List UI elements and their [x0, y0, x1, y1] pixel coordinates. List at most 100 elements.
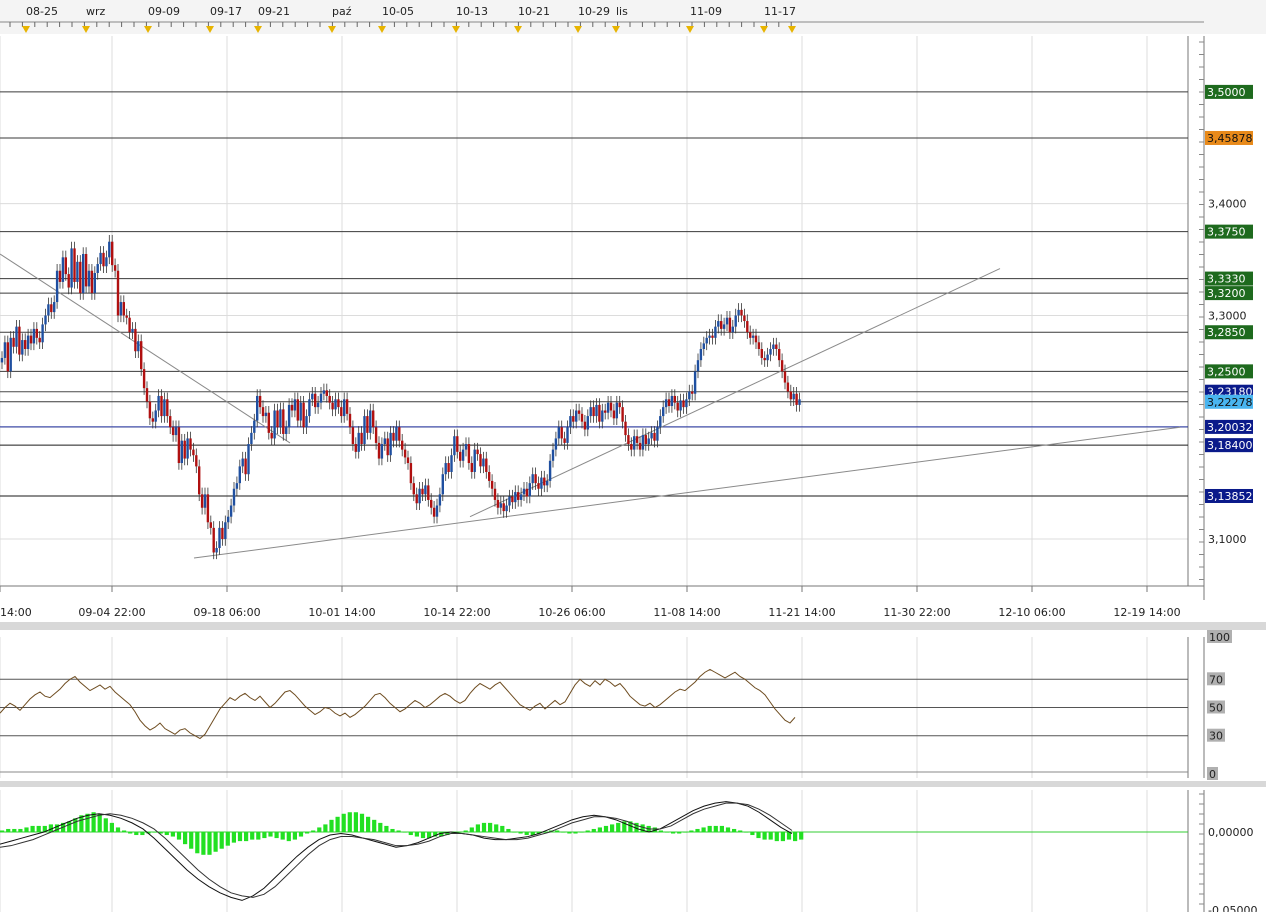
- candle[interactable]: [751, 328, 755, 345]
- candle[interactable]: [667, 392, 671, 413]
- candle[interactable]: [258, 389, 262, 414]
- candle[interactable]: [316, 395, 320, 414]
- candle[interactable]: [267, 406, 270, 440]
- candle[interactable]: [192, 442, 195, 462]
- candle[interactable]: [470, 456, 473, 479]
- candle[interactable]: [340, 400, 343, 423]
- candle[interactable]: [32, 322, 36, 351]
- candle[interactable]: [314, 387, 317, 414]
- candle[interactable]: [644, 428, 647, 451]
- candle[interactable]: [792, 387, 795, 407]
- candle[interactable]: [137, 334, 140, 358]
- candle[interactable]: [537, 476, 540, 496]
- candle[interactable]: [41, 317, 44, 350]
- candle[interactable]: [180, 433, 183, 470]
- candle[interactable]: [566, 420, 569, 450]
- candle[interactable]: [224, 515, 227, 546]
- candle[interactable]: [543, 470, 546, 493]
- candle[interactable]: [473, 442, 476, 479]
- candle[interactable]: [44, 308, 47, 332]
- candle[interactable]: [780, 353, 784, 379]
- candle[interactable]: [229, 498, 233, 524]
- candle[interactable]: [517, 485, 520, 507]
- candle[interactable]: [604, 403, 607, 420]
- candle[interactable]: [47, 297, 50, 323]
- candle[interactable]: [702, 336, 705, 356]
- candle[interactable]: [409, 456, 413, 490]
- candle[interactable]: [357, 426, 360, 459]
- candle[interactable]: [218, 521, 221, 555]
- candle[interactable]: [676, 395, 679, 418]
- candle[interactable]: [50, 297, 53, 319]
- candle[interactable]: [232, 482, 236, 513]
- trendline[interactable]: [193, 426, 1181, 559]
- candle[interactable]: [688, 384, 691, 407]
- candle[interactable]: [453, 429, 456, 462]
- candle[interactable]: [293, 392, 297, 418]
- candle[interactable]: [577, 403, 581, 421]
- candle[interactable]: [435, 498, 439, 524]
- candle[interactable]: [424, 478, 427, 502]
- candle[interactable]: [572, 409, 575, 429]
- candle[interactable]: [61, 250, 65, 289]
- candle[interactable]: [775, 337, 778, 356]
- candle[interactable]: [403, 442, 407, 465]
- trendline[interactable]: [0, 253, 291, 444]
- candle[interactable]: [493, 482, 497, 507]
- candle[interactable]: [12, 331, 15, 354]
- candle[interactable]: [360, 426, 363, 451]
- candle[interactable]: [653, 426, 656, 448]
- candle[interactable]: [476, 442, 479, 461]
- candle[interactable]: [256, 389, 259, 428]
- candle[interactable]: [209, 515, 212, 535]
- candle[interactable]: [119, 295, 123, 323]
- candle[interactable]: [624, 414, 627, 442]
- candle[interactable]: [519, 487, 523, 507]
- candle[interactable]: [174, 420, 178, 442]
- candle[interactable]: [705, 331, 708, 351]
- trendline[interactable]: [469, 268, 1001, 518]
- candle[interactable]: [740, 303, 743, 323]
- candle[interactable]: [421, 482, 424, 502]
- candle[interactable]: [154, 403, 157, 429]
- candle[interactable]: [685, 392, 688, 414]
- candle[interactable]: [328, 389, 331, 410]
- candle[interactable]: [766, 347, 769, 367]
- candle[interactable]: [398, 420, 401, 448]
- candle[interactable]: [746, 314, 749, 339]
- candle[interactable]: [734, 308, 737, 334]
- candle[interactable]: [522, 482, 526, 502]
- candle[interactable]: [670, 389, 674, 413]
- candle[interactable]: [441, 467, 444, 502]
- candle[interactable]: [290, 398, 294, 418]
- candle[interactable]: [795, 387, 798, 412]
- candle[interactable]: [148, 394, 152, 426]
- candle[interactable]: [87, 264, 91, 294]
- candle[interactable]: [160, 389, 163, 423]
- candle[interactable]: [351, 420, 355, 451]
- candle[interactable]: [575, 403, 578, 429]
- candle[interactable]: [615, 395, 618, 426]
- candle[interactable]: [505, 498, 508, 518]
- candle[interactable]: [641, 428, 645, 457]
- candle[interactable]: [595, 398, 598, 423]
- candle[interactable]: [467, 437, 471, 470]
- candle[interactable]: [334, 392, 337, 417]
- candle[interactable]: [325, 383, 328, 403]
- candle[interactable]: [737, 303, 740, 323]
- candle[interactable]: [635, 429, 639, 450]
- candle[interactable]: [714, 319, 717, 345]
- candle[interactable]: [35, 322, 38, 345]
- candle[interactable]: [427, 478, 430, 507]
- candle[interactable]: [531, 467, 534, 490]
- candle[interactable]: [171, 420, 175, 442]
- candle[interactable]: [221, 521, 224, 546]
- candle[interactable]: [322, 383, 326, 401]
- candle[interactable]: [432, 501, 436, 524]
- candle[interactable]: [383, 431, 386, 451]
- candle[interactable]: [67, 267, 70, 295]
- candle[interactable]: [299, 395, 302, 428]
- candle[interactable]: [659, 409, 662, 434]
- candle[interactable]: [198, 459, 201, 502]
- candle[interactable]: [769, 342, 772, 362]
